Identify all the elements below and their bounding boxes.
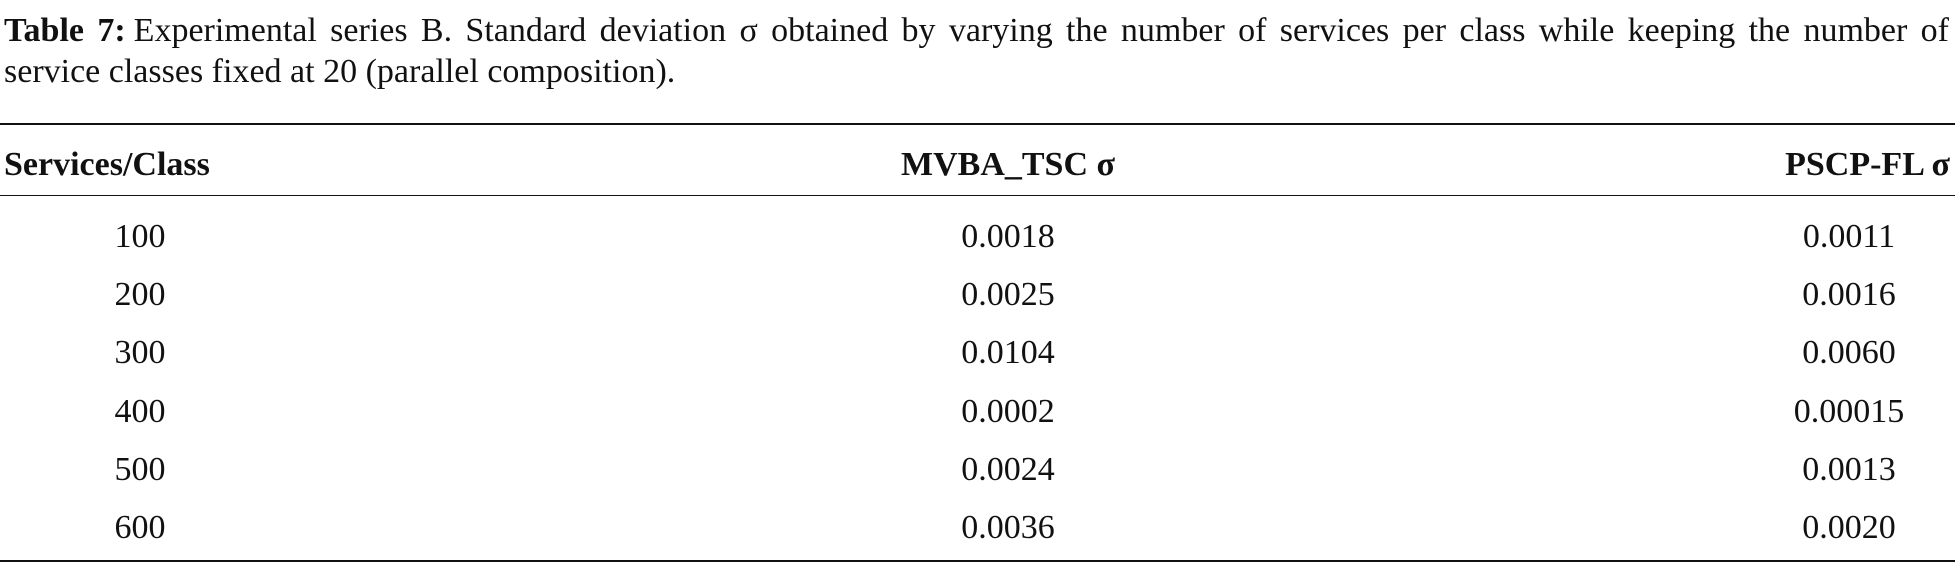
top-rule	[0, 123, 1955, 125]
table-cell: 0.0036	[961, 509, 1055, 546]
table-cell: 100	[114, 218, 166, 255]
table-cell: 0.0002	[961, 392, 1055, 430]
table-cell: 400	[114, 392, 166, 430]
table-cell: 0.0024	[961, 450, 1055, 488]
bottom-rule	[0, 560, 1955, 562]
table-cell: 0.0025	[961, 276, 1055, 314]
table-cell: 0.0104	[961, 334, 1055, 372]
table-cell: 500	[114, 450, 166, 488]
table-cell: 200	[114, 276, 166, 314]
table-cell: 0.0011	[1802, 218, 1896, 255]
table-caption: Table 7: Experimental series B. Standard …	[4, 10, 1949, 92]
table-cell: 0.0060	[1802, 334, 1896, 372]
header-cell: PSCP-FL σ	[1785, 146, 1950, 183]
table-cell: 0.0016	[1802, 276, 1896, 314]
table-cell: 300	[114, 334, 166, 372]
caption-label: Table 7:	[4, 12, 126, 49]
table-cell: 0.0020	[1802, 509, 1896, 546]
header-cell: Services/Class	[4, 146, 210, 183]
caption-text: Experimental series B. Standard deviatio…	[4, 12, 1950, 90]
table-cell: 600	[114, 509, 166, 546]
table-cell: 0.0018	[961, 218, 1055, 255]
table-cell: 0.00015	[1793, 392, 1905, 430]
header-cell: MVBA_TSC σ	[900, 146, 1116, 183]
table-cell: 0.0013	[1802, 450, 1896, 488]
header-rule	[0, 195, 1955, 196]
